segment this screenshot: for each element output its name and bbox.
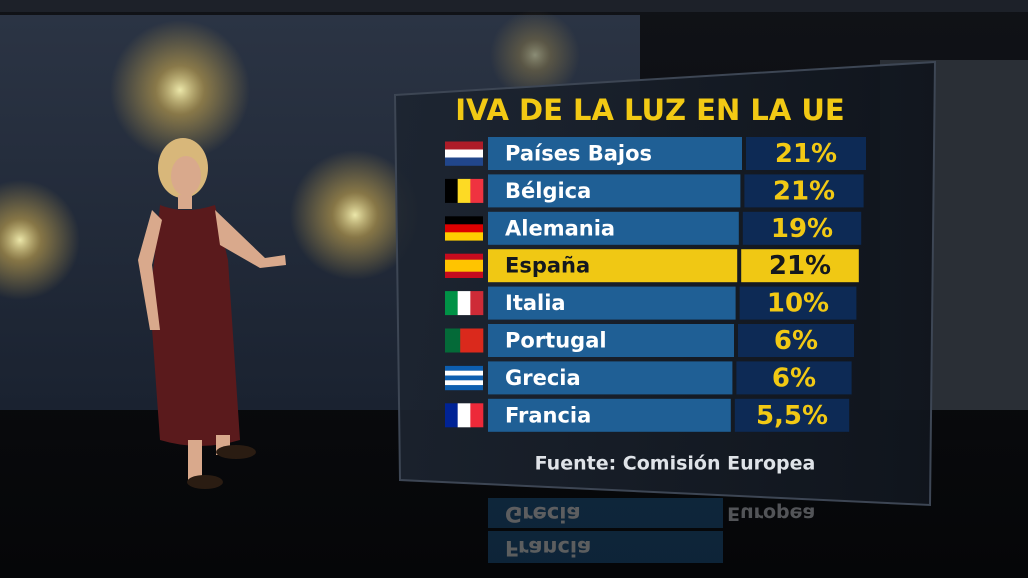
country-cell [488, 324, 734, 357]
value-cell [744, 174, 864, 208]
flag-stripe [445, 157, 483, 166]
country-name: Grecia [505, 366, 581, 390]
value-cell [736, 361, 852, 395]
country-name: Francia [505, 403, 591, 427]
flag-stripe [445, 403, 458, 428]
country-cell [488, 398, 731, 432]
value-text: 19% [771, 214, 833, 244]
flag-stripe [445, 385, 483, 391]
value-cell [734, 398, 850, 432]
country-cell [488, 361, 733, 395]
flag-stripe [445, 259, 483, 272]
country-cell [488, 286, 736, 320]
country-name: Italia [505, 291, 566, 315]
flag-stripe [445, 253, 483, 260]
value-cell [746, 137, 866, 170]
value-text: 6% [772, 363, 816, 393]
flag-stripe [445, 271, 483, 278]
flag-stripe [445, 232, 483, 241]
country-reflection: Grecia [505, 502, 581, 526]
country-cell [488, 174, 741, 208]
flag-stripe [445, 291, 458, 316]
value-cell [742, 211, 862, 245]
source-note-reflection: Fuente: Comisión Europea [535, 503, 816, 525]
country-cell [488, 137, 742, 170]
table-row: Bélgica 21% [445, 174, 864, 208]
country-reflection: Francia [505, 536, 591, 560]
flag-stripe [457, 178, 471, 203]
value-text: 21% [769, 251, 831, 281]
flag-stripe [457, 291, 471, 316]
bulb-glow [0, 180, 80, 300]
flag-stripe [445, 370, 483, 376]
table-row: España 21% [445, 249, 859, 283]
bulb-glow [490, 10, 580, 100]
table-row: Grecia 6% [445, 361, 852, 395]
source-note: Fuente: Comisión Europea [535, 453, 816, 475]
value-text: 21% [775, 139, 837, 169]
graphic-title: IVA DE LA LUZ EN LA UE [455, 93, 844, 127]
country-name: Bélgica [505, 179, 591, 203]
flag-stripe [445, 375, 483, 381]
table: Países Bajos 21% Bélgica 21% Alemania 19% Espa… [445, 137, 866, 432]
flag-stripe [445, 149, 483, 158]
table-row: Italia 10% [445, 286, 857, 320]
table-row: Portugal 6% [445, 324, 854, 357]
country-name: Alemania [505, 216, 615, 240]
row-reflection [488, 498, 723, 528]
reflection: Fuente: Comisión Europea Francia Grecia [488, 498, 815, 563]
table-row: Alemania 19% [445, 211, 862, 245]
flag-stripe [460, 328, 484, 353]
value-cell [738, 324, 854, 357]
flag-stripe [445, 216, 483, 225]
flag-stripe [445, 365, 483, 371]
graphic-panel [393, 60, 937, 507]
table-row: Países Bajos 21% [445, 137, 866, 170]
flag-stripe [445, 141, 483, 150]
country-name: Portugal [505, 329, 607, 353]
flag-stripe [445, 224, 483, 233]
value-cell [741, 249, 859, 283]
table-row: Francia 5,5% [445, 398, 850, 432]
country-cell [488, 249, 738, 283]
bulb-glow [110, 20, 250, 160]
country-name: Países Bajos [505, 142, 652, 166]
value-text: 21% [773, 176, 835, 206]
flag-stripe [445, 178, 458, 203]
row-reflection [488, 531, 723, 563]
value-cell [739, 286, 857, 320]
value-text: 5,5% [756, 401, 828, 431]
country-cell [488, 211, 739, 245]
country-name: España [505, 254, 590, 278]
flag-stripe [457, 403, 471, 428]
ceiling [0, 0, 1028, 12]
value-text: 10% [767, 289, 829, 319]
flag-stripe [445, 380, 483, 386]
flag-stripe [470, 291, 484, 316]
presenter [138, 138, 286, 489]
value-text: 6% [774, 326, 818, 356]
flag-stripe [445, 328, 461, 353]
flag-stripe [470, 403, 484, 428]
flag-stripe [470, 178, 484, 203]
bulb-glow [290, 150, 420, 280]
